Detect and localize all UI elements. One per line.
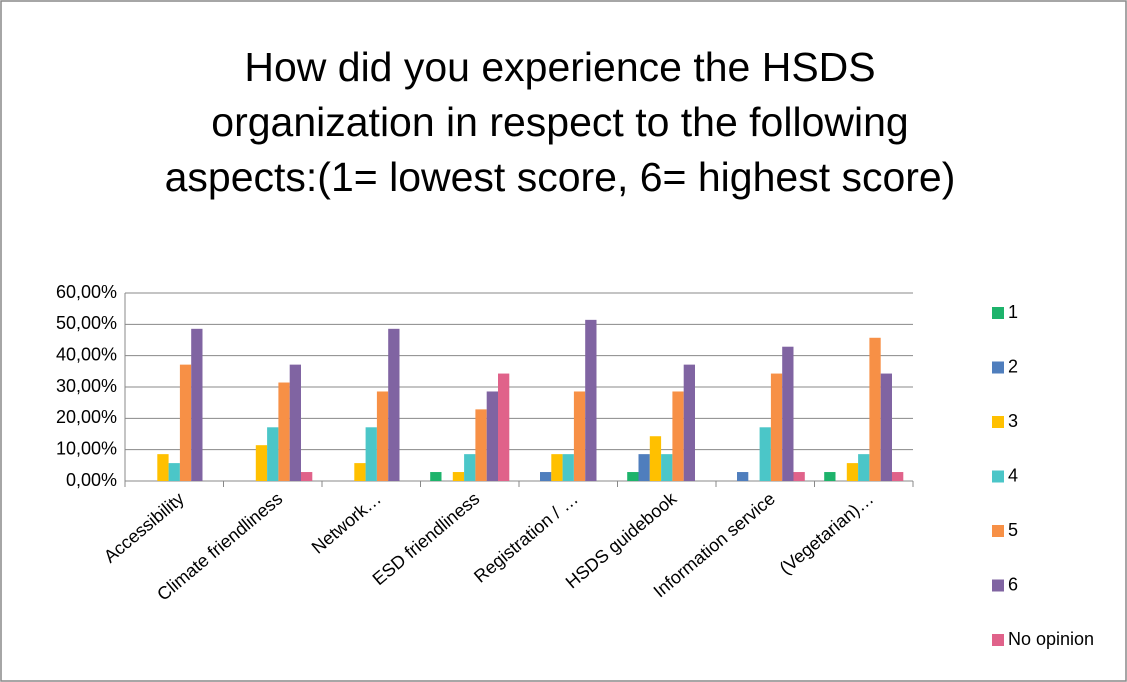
legend-label: 3 [1008, 411, 1018, 431]
legend-label: 2 [1008, 356, 1018, 376]
y-tick-label: 10,00% [56, 438, 117, 458]
bar [672, 391, 684, 481]
legend-label: 1 [1008, 302, 1018, 322]
bar [683, 364, 695, 481]
y-tick-label: 0,00% [66, 470, 117, 490]
chart-title: How did you experience the HSDS organiza… [164, 44, 956, 200]
legend-label: No opinion [1008, 629, 1094, 649]
bar [562, 454, 574, 481]
bar [191, 328, 203, 481]
y-tick-label: 60,00% [56, 282, 117, 302]
bar [892, 472, 904, 481]
bar [858, 454, 870, 481]
y-tick-label: 20,00% [56, 407, 117, 427]
bar [452, 472, 465, 481]
bar [301, 472, 313, 481]
bar [824, 472, 836, 481]
y-tick-label: 40,00% [56, 344, 117, 364]
bar [869, 337, 881, 481]
bar [782, 346, 794, 481]
bar [498, 373, 510, 481]
legend-label: 4 [1008, 465, 1018, 485]
y-tick-label: 50,00% [56, 313, 117, 333]
bar [365, 427, 377, 481]
bar [737, 472, 749, 481]
bar [430, 472, 442, 481]
bar [880, 373, 892, 481]
legend-swatch [992, 579, 1004, 592]
bar [770, 373, 783, 481]
bar [759, 427, 771, 481]
bar [551, 454, 563, 481]
bar [464, 454, 476, 481]
legend-label: 5 [1008, 520, 1018, 540]
bar [585, 319, 597, 481]
bar [157, 454, 169, 481]
bar [179, 364, 192, 481]
legend-swatch [992, 634, 1004, 646]
bar [267, 427, 279, 481]
bar [376, 391, 389, 481]
legend-swatch [992, 470, 1004, 483]
bar [475, 409, 487, 481]
bar [354, 463, 366, 481]
bar [388, 328, 400, 481]
legend-swatch [992, 361, 1004, 374]
bar [486, 391, 498, 481]
bar [168, 463, 180, 481]
bar [278, 382, 290, 481]
bar [573, 391, 586, 481]
bar [627, 472, 639, 481]
bar [793, 472, 805, 481]
legend-swatch [992, 416, 1004, 428]
bar [846, 463, 859, 481]
bar [540, 472, 552, 481]
legend-label: 6 [1008, 574, 1018, 594]
bar [661, 454, 673, 481]
legend-swatch [992, 307, 1004, 319]
y-tick-label: 30,00% [56, 376, 117, 396]
legend-swatch [992, 525, 1004, 537]
bar [289, 364, 301, 481]
bar [255, 445, 268, 481]
bar [638, 454, 650, 481]
bar [649, 436, 662, 481]
